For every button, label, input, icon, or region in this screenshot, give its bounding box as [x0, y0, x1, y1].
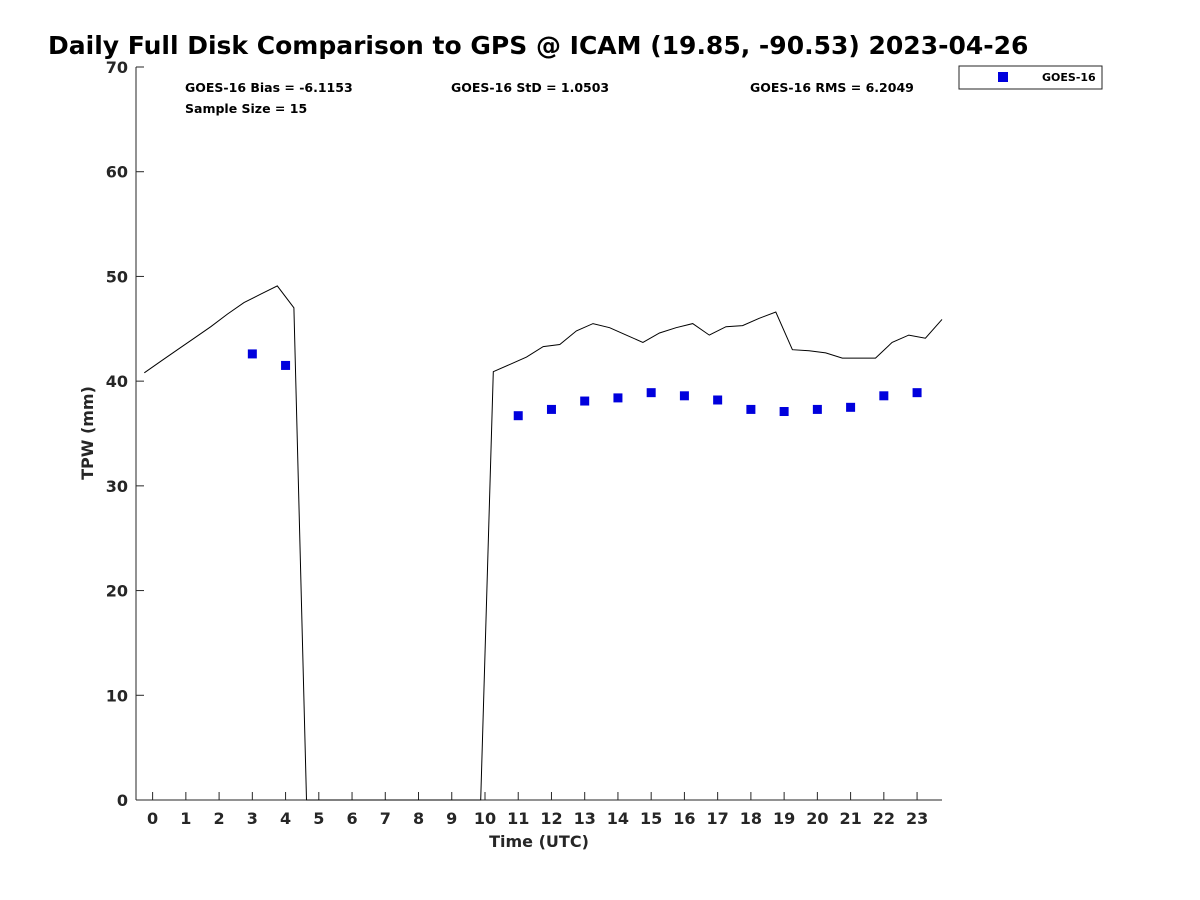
- std-stat: GOES-16 StD = 1.0503: [451, 80, 609, 95]
- x-tick-label: 15: [640, 809, 662, 828]
- goes16-point: [546, 404, 556, 414]
- x-tick-label: 4: [280, 809, 291, 828]
- x-tick-label: 0: [147, 809, 158, 828]
- x-tick-label: 18: [740, 809, 762, 828]
- x-tick-label: 19: [773, 809, 795, 828]
- rms-stat: GOES-16 RMS = 6.2049: [750, 80, 914, 95]
- x-tick-label: 1: [180, 809, 191, 828]
- goes16-point: [613, 393, 623, 403]
- x-tick-label: 6: [346, 809, 357, 828]
- y-ticks: 0 10 20 30 40 50 60 70: [106, 58, 144, 810]
- x-tick-label: 22: [873, 809, 895, 828]
- goes16-point: [713, 395, 723, 405]
- x-tick-label: 11: [507, 809, 529, 828]
- sample-size-stat: Sample Size = 15: [185, 101, 307, 116]
- bias-stat: GOES-16 Bias = -6.1153: [185, 80, 353, 95]
- goes16-point: [580, 396, 590, 406]
- y-tick-label: 60: [106, 163, 128, 182]
- x-tick-label: 2: [214, 809, 225, 828]
- legend-box: [958, 65, 1103, 90]
- legend-label: GOES-16: [1042, 71, 1096, 84]
- x-tick-label: 16: [673, 809, 695, 828]
- x-axis-label: Time (UTC): [489, 832, 589, 851]
- axes: [135, 67, 942, 801]
- y-tick-label: 50: [106, 267, 128, 286]
- x-tick-label: 5: [313, 809, 324, 828]
- y-axis-label: TPW (mm): [78, 386, 97, 480]
- y-tick-label: 40: [106, 372, 128, 391]
- y-tick-label: 0: [117, 791, 128, 810]
- x-tick-label: 13: [574, 809, 596, 828]
- y-tick-label: 70: [106, 58, 128, 77]
- y-tick-label: 20: [106, 582, 128, 601]
- goes16-point: [879, 391, 889, 401]
- goes16-point: [912, 388, 922, 398]
- goes16-point: [247, 349, 257, 359]
- goes16-point: [746, 404, 756, 414]
- x-ticks: 0 1 2 3 4 5 6 7 8 9 10 11 12 13 14 15 16 17 18 19 20 21 22 23: [147, 792, 928, 828]
- plot-area: [144, 285, 943, 801]
- goes16-point: [513, 411, 523, 421]
- x-tick-label: 20: [806, 809, 828, 828]
- legend: GOES-16: [958, 65, 1103, 90]
- x-tick-label: 7: [380, 809, 391, 828]
- x-tick-label: 3: [247, 809, 258, 828]
- x-tick-label: 10: [474, 809, 496, 828]
- legend-marker: [998, 72, 1008, 82]
- goes16-point: [646, 388, 656, 398]
- x-tick-label: 23: [906, 809, 928, 828]
- goes16-point: [679, 391, 689, 401]
- x-tick-label: 8: [413, 809, 424, 828]
- x-tick-label: 17: [707, 809, 729, 828]
- gps-tpw-line: [144, 285, 943, 801]
- x-tick-label: 14: [607, 809, 629, 828]
- y-tick-label: 10: [106, 686, 128, 705]
- x-tick-label: 21: [839, 809, 861, 828]
- goes16-point: [779, 407, 789, 417]
- y-tick-label: 30: [106, 477, 128, 496]
- x-tick-label: 12: [540, 809, 562, 828]
- goes16-point: [281, 360, 291, 370]
- goes16-point: [812, 404, 822, 414]
- chart-title: Daily Full Disk Comparison to GPS @ ICAM…: [48, 31, 1028, 60]
- goes16-point: [846, 402, 856, 412]
- x-tick-label: 9: [446, 809, 457, 828]
